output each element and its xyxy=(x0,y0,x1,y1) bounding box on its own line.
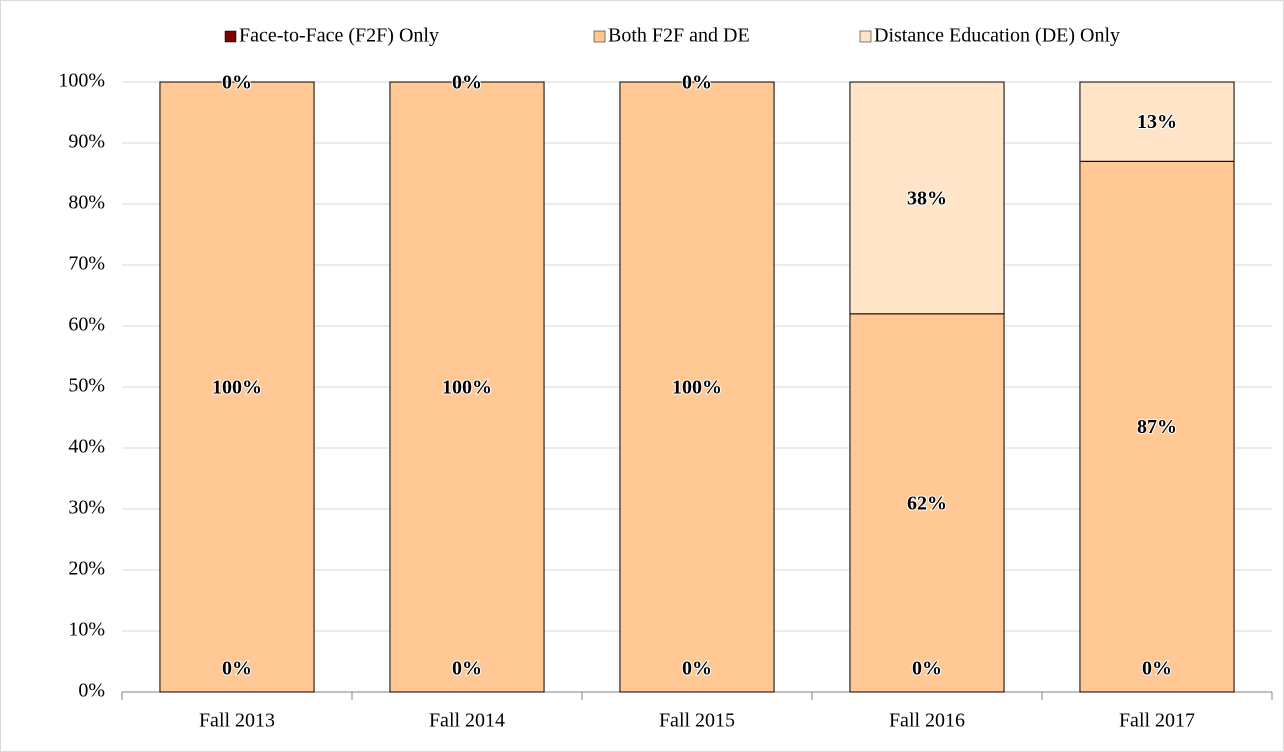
y-tick-label: 90% xyxy=(68,131,105,153)
data-label: 0% xyxy=(1142,658,1172,680)
x-tick-label: Fall 2016 xyxy=(889,710,965,732)
data-label: 100% xyxy=(672,377,722,399)
data-label: 100% xyxy=(442,377,492,399)
x-tick-label: Fall 2013 xyxy=(199,710,275,732)
y-tick-label: 60% xyxy=(68,314,105,336)
legend-swatch xyxy=(859,30,872,43)
x-tick-label: Fall 2017 xyxy=(1119,710,1195,732)
data-label: 0% xyxy=(682,658,712,680)
data-label: 0% xyxy=(452,72,482,94)
x-tick-label: Fall 2014 xyxy=(429,710,505,732)
y-tick-label: 0% xyxy=(78,680,105,702)
legend-label: Distance Education (DE) Only xyxy=(874,25,1120,47)
data-label: 0% xyxy=(912,658,942,680)
bar-segment xyxy=(159,81,315,693)
y-tick-label: 50% xyxy=(68,375,105,397)
data-label: 0% xyxy=(682,72,712,94)
y-tick-label: 100% xyxy=(58,70,105,92)
bar-segment xyxy=(389,81,545,693)
bar-segment xyxy=(849,81,1005,315)
data-label: 0% xyxy=(222,72,252,94)
bar-segment xyxy=(619,81,775,693)
data-label: 38% xyxy=(907,187,947,209)
legend-swatch xyxy=(224,30,237,43)
data-label: 87% xyxy=(1137,416,1177,438)
bar-segment xyxy=(849,313,1005,693)
data-label: 0% xyxy=(452,658,482,680)
y-tick-label: 30% xyxy=(68,497,105,519)
legend-swatch xyxy=(593,30,606,43)
y-tick-label: 40% xyxy=(68,436,105,458)
bar-segment xyxy=(1079,81,1235,162)
x-tick-label: Fall 2015 xyxy=(659,710,735,732)
y-tick-label: 10% xyxy=(68,619,105,641)
data-label: 0% xyxy=(222,658,252,680)
y-tick-label: 20% xyxy=(68,558,105,580)
y-tick-label: 70% xyxy=(68,253,105,275)
data-label: 13% xyxy=(1137,111,1177,133)
legend-label: Both F2F and DE xyxy=(608,25,750,47)
data-label: 62% xyxy=(907,492,947,514)
y-tick-label: 80% xyxy=(68,192,105,214)
legend-label: Face-to-Face (F2F) Only xyxy=(239,25,439,47)
data-label: 100% xyxy=(212,377,262,399)
